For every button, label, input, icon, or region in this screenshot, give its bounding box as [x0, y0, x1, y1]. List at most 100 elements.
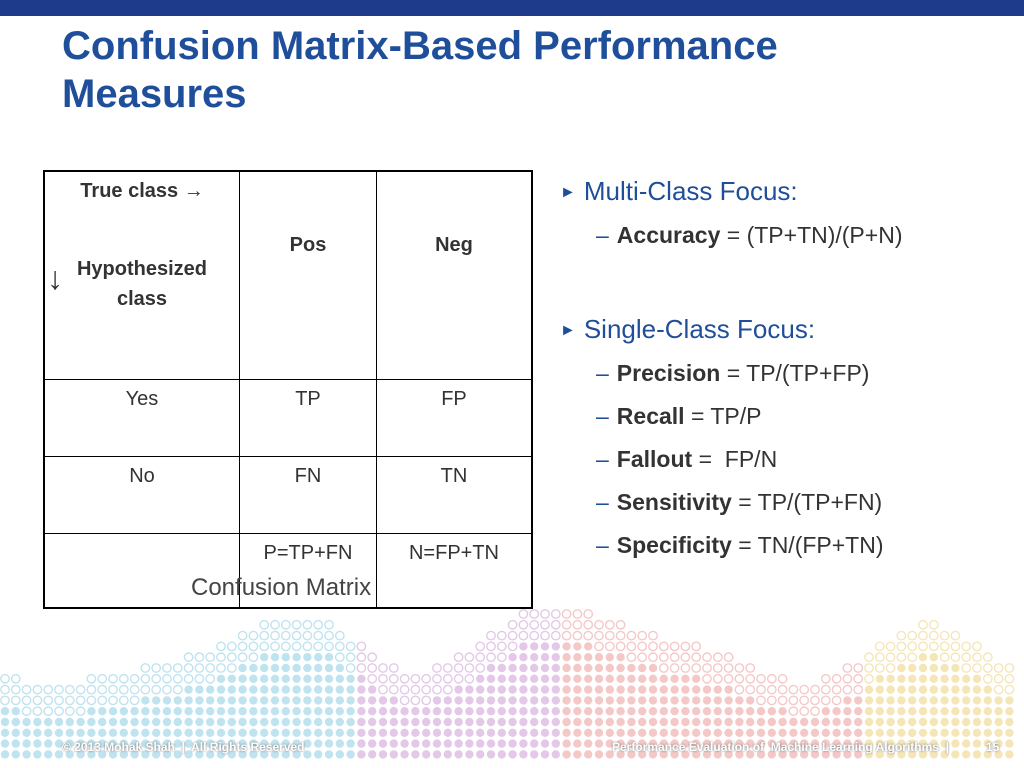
decorative-dot [745, 663, 756, 673]
decorative-dot [875, 728, 884, 737]
decorative-dot [638, 696, 647, 705]
decorative-dot [346, 707, 355, 716]
decorative-dot [648, 739, 658, 748]
decorative-dot [465, 696, 474, 705]
decorative-dot [594, 674, 604, 683]
decorative-dot [389, 728, 398, 737]
decorative-dot [875, 696, 884, 705]
decorative-dot [680, 641, 691, 652]
decorative-dot [983, 685, 992, 694]
decorative-dot [962, 717, 971, 727]
decorative-dot [411, 750, 420, 759]
decorative-dot [259, 641, 270, 652]
decorative-dot [476, 739, 485, 748]
decorative-dot [324, 674, 334, 683]
decorative-dot [98, 728, 107, 737]
decorative-dot [152, 750, 161, 759]
decorative-dot [735, 717, 744, 727]
decorative-dot [551, 696, 560, 705]
decorative-dot [162, 739, 172, 748]
decorative-dot [43, 706, 54, 717]
decorative-dot [734, 684, 745, 695]
decorative-dot [454, 685, 463, 694]
decorative-dot [378, 717, 388, 727]
decorative-dot [658, 641, 669, 652]
decorative-dot [551, 717, 560, 727]
decorative-dot [897, 663, 906, 673]
decorative-dot [443, 750, 452, 759]
decorative-dot [885, 663, 896, 673]
decorative-dot [227, 696, 236, 705]
decorative-dot [226, 652, 237, 663]
decorative-dot [561, 619, 572, 630]
true-class-label: True class → [80, 180, 204, 202]
decorative-dot [260, 685, 269, 694]
decorative-dot [1004, 684, 1015, 695]
decorative-dot [238, 696, 247, 705]
decorative-dot [530, 739, 539, 748]
decorative-dot [972, 685, 982, 694]
decorative-dot [227, 739, 236, 748]
decorative-dot [292, 685, 301, 694]
decorative-dot [443, 739, 452, 748]
decorative-dot [692, 685, 701, 694]
decorative-dot [465, 707, 474, 716]
decorative-dot [346, 685, 355, 694]
decorative-dot [270, 728, 280, 737]
decorative-dot [0, 673, 10, 684]
decorative-dot [108, 728, 118, 737]
decorative-dot [97, 684, 108, 695]
decorative-dot [410, 695, 421, 706]
decorative-dot [54, 739, 64, 748]
decorative-dot [183, 652, 194, 663]
decorative-dot [573, 750, 582, 759]
decorative-dot [249, 696, 258, 705]
decorative-dot [670, 728, 679, 737]
decorative-dot [789, 717, 798, 727]
decorative-dot [303, 739, 312, 748]
decorative-dot [540, 750, 550, 759]
decorative-dot [746, 717, 755, 727]
decorative-dot [573, 739, 582, 748]
decorative-dot [908, 696, 917, 705]
decorative-dot [335, 750, 344, 759]
decorative-dot [87, 717, 96, 727]
decorative-dot [442, 673, 453, 684]
decorative-dot [616, 663, 625, 673]
table-caption: Confusion Matrix [191, 574, 372, 601]
decorative-dot [605, 685, 614, 694]
decorative-dot [205, 652, 216, 663]
decorative-dot [864, 728, 874, 737]
decorative-dot [33, 717, 42, 727]
decorative-dot [64, 684, 75, 695]
decorative-dot [194, 673, 205, 684]
decorative-dot [594, 717, 604, 727]
decorative-dot [195, 707, 204, 716]
decorative-dot [713, 739, 722, 748]
decorative-dot [562, 663, 571, 673]
decorative-dot [940, 717, 949, 727]
decorative-dot [864, 717, 874, 727]
decorative-dot [951, 707, 960, 716]
decorative-dot [11, 728, 20, 737]
decorative-dot [44, 739, 53, 748]
decorative-dot [378, 728, 388, 737]
decorative-dot [324, 750, 334, 759]
decorative-dot [410, 673, 421, 684]
decorative-dot [172, 684, 183, 695]
decorative-dot [497, 674, 506, 683]
decorative-dot [411, 728, 420, 737]
decorative-dot [681, 750, 690, 759]
decorative-dot [659, 685, 668, 694]
decorative-dot [237, 652, 248, 663]
decorative-dot [216, 739, 226, 748]
decorative-dot [702, 663, 712, 673]
decorative-dot [810, 684, 820, 695]
decorative-dot [550, 630, 561, 641]
decorative-dot [162, 707, 172, 716]
decorative-dot [75, 706, 86, 717]
decorative-dot [302, 630, 313, 641]
decorative-dot [432, 707, 442, 716]
decorative-dot [270, 685, 280, 694]
decorative-dot [637, 630, 648, 641]
